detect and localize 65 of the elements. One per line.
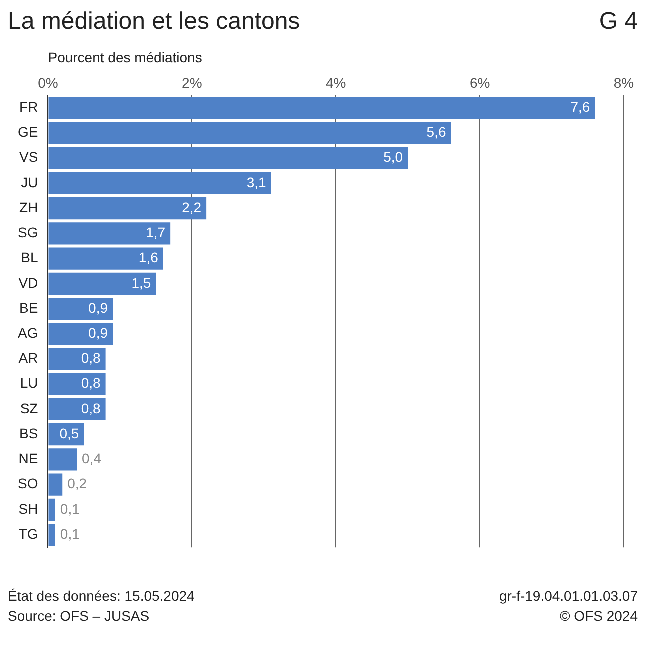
bar: [48, 122, 452, 144]
bar: [48, 474, 63, 496]
data-label: 0,8: [81, 350, 102, 366]
data-label: 1,7: [146, 224, 166, 241]
y-tick-label: NE: [18, 450, 38, 467]
data-label: 0,1: [60, 500, 80, 517]
y-tick-label: BL: [21, 250, 38, 266]
bar: [48, 298, 113, 320]
data-label: 0,2: [68, 476, 88, 492]
data-label: 5,0: [384, 149, 404, 166]
y-tick-label: GE: [18, 124, 38, 140]
text: État des données: 15.05.2024: [8, 587, 195, 606]
bar: [48, 498, 56, 521]
bar: [48, 348, 106, 370]
y-tick-label: VD: [18, 274, 38, 291]
x-tick-label: 8%: [614, 75, 634, 92]
data-label: 0,9: [88, 325, 108, 342]
x-tick-label: 6%: [470, 75, 490, 92]
y-tick-label: AG: [18, 325, 38, 342]
data-label: 3,1: [246, 174, 267, 190]
data-label: 2,2: [182, 199, 202, 216]
bar: [48, 97, 596, 120]
data-label: 0,8: [81, 375, 102, 392]
y-tick-label: BS: [20, 425, 38, 442]
bar: [48, 323, 113, 346]
data-label: 5,6: [426, 124, 446, 140]
data-label: 0,1: [60, 526, 80, 542]
y-tick-label: SO: [18, 476, 38, 492]
text: gr-f-19.04.01.01.03.07: [499, 587, 638, 606]
text: G 4: [599, 8, 638, 36]
y-tick-label: ZH: [20, 199, 38, 216]
y-tick-label: JU: [21, 174, 38, 190]
bar: [48, 198, 207, 220]
bar: [48, 448, 78, 471]
x-axis-title: Pourcent des médiations: [48, 49, 202, 66]
bar: [48, 172, 272, 195]
bar: [48, 248, 164, 270]
x-tick-label: 0%: [38, 75, 58, 92]
bar: [48, 373, 106, 396]
source-note: Source: OFS – JUSAS: [8, 607, 151, 626]
data-label: 0,8: [81, 400, 102, 416]
y-tick-label: SZ: [20, 400, 39, 416]
data-label: 0,9: [88, 300, 108, 316]
y-tick-label: VS: [20, 149, 38, 166]
y-tick-label: AR: [18, 350, 38, 366]
y-tick-label: TG: [18, 526, 38, 542]
chart-title: La médiation et les cantons: [8, 8, 300, 36]
data-label: 1,5: [132, 274, 152, 291]
data-label: 0,5: [60, 425, 80, 442]
y-tick-label: FR: [20, 99, 38, 116]
data-label: 7,6: [570, 99, 590, 116]
y-tick-label: BE: [20, 300, 38, 316]
bar: [48, 398, 106, 421]
bar: [48, 524, 56, 546]
y-tick-label: LU: [20, 375, 38, 392]
bar: [48, 272, 156, 295]
bar: [48, 147, 408, 170]
x-tick-label: 2%: [182, 75, 202, 92]
y-tick-label: SG: [18, 224, 38, 241]
data-label: 1,6: [138, 250, 159, 266]
bar: [48, 222, 171, 245]
text: © OFS 2024: [558, 607, 638, 626]
y-tick-label: SH: [18, 500, 38, 517]
data-label: 0,4: [82, 450, 102, 467]
x-tick-label: 4%: [326, 75, 346, 92]
